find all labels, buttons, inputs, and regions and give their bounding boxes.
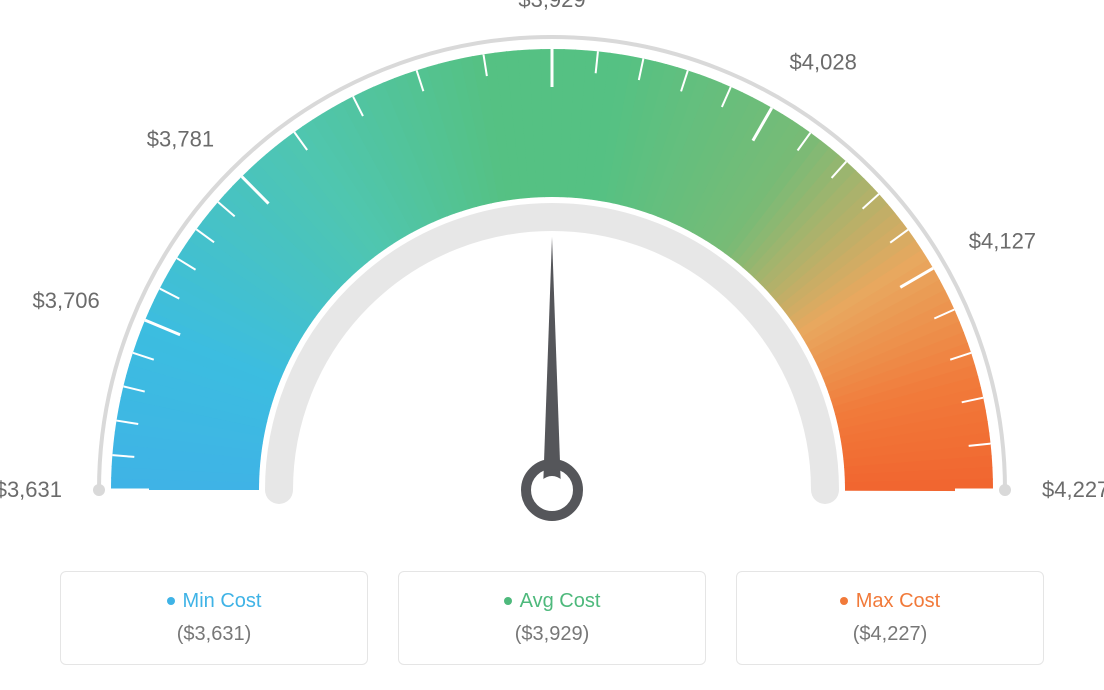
legend: Min Cost ($3,631) Avg Cost ($3,929) Max …: [60, 571, 1044, 665]
dot-icon: [167, 597, 175, 605]
legend-value-avg: ($3,929): [409, 623, 695, 646]
dot-icon: [504, 597, 512, 605]
gauge-tick-label: $3,929: [518, 0, 585, 13]
gauge-tick-label: $3,781: [147, 126, 214, 152]
legend-title-max-text: Max Cost: [856, 590, 940, 612]
legend-title-min-text: Min Cost: [183, 590, 262, 612]
legend-card-min: Min Cost ($3,631): [60, 571, 368, 665]
legend-card-max: Max Cost ($4,227): [736, 571, 1044, 665]
legend-title-min: Min Cost: [71, 590, 357, 613]
legend-title-avg: Avg Cost: [409, 590, 695, 613]
gauge-svg: [0, 10, 1104, 570]
dot-icon: [840, 597, 848, 605]
legend-value-max: ($4,227): [747, 623, 1033, 646]
gauge-tick-label: $3,631: [0, 477, 62, 503]
legend-title-max: Max Cost: [747, 590, 1033, 613]
gauge-tick-label: $3,706: [32, 288, 99, 314]
gauge-tick-label: $4,227: [1042, 477, 1104, 503]
legend-card-avg: Avg Cost ($3,929): [398, 571, 706, 665]
legend-title-avg-text: Avg Cost: [520, 590, 601, 612]
gauge-chart: $3,631$3,706$3,781$3,929$4,028$4,127$4,2…: [0, 10, 1104, 550]
gauge-tick-label: $4,127: [969, 228, 1036, 254]
legend-value-min: ($3,631): [71, 623, 357, 646]
gauge-tick-label: $4,028: [790, 50, 857, 76]
